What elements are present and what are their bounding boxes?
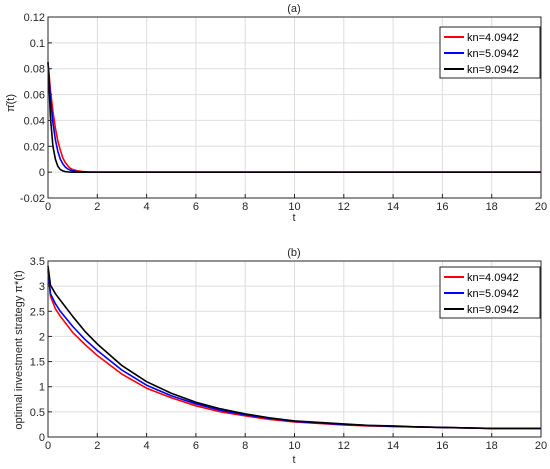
chart-b-x-tick-label-1: 2 [94,440,100,452]
chart-a-y-tick-label-4: 0.06 [24,90,45,102]
chart-a-x-tick-label-7: 14 [387,201,399,213]
chart-b-y-tick-label-3: 1.5 [30,357,45,369]
chart-b-x-tick-label-10: 20 [535,440,547,452]
chart-b-title: (b) [287,247,300,259]
chart-a-legend-label-1: kn=5.0942 [467,48,519,60]
chart-a-legend-label-2: kn=9.0942 [467,64,519,76]
chart-b-x-tick-label-8: 16 [436,440,448,452]
chart-b-xlabel: t [292,454,295,466]
chart-b-x-tick-label-2: 4 [144,440,150,452]
chart-a-x-tick-label-2: 4 [144,201,150,213]
chart-b-legend-label-2: kn=9.0942 [467,304,519,316]
chart-b-x-tick-label-7: 14 [387,440,399,452]
chart-b-legend-label-1: kn=5.0942 [467,288,519,300]
chart-a-x-tick-label-0: 0 [45,201,51,213]
chart-b-legend-label-0: kn=4.0942 [467,272,519,284]
chart-panel-b: (b) t optimal investment strategy π*(t) … [13,247,547,466]
chart-b-series-line-2 [47,265,541,430]
chart-b-x-tick-label-6: 12 [338,440,350,452]
chart-b-y-tick-label-0: 0 [39,432,45,444]
chart-b-y-tick-label-2: 1 [39,382,45,394]
chart-a-x-tick-label-3: 6 [193,201,199,213]
chart-a-y-tick-label-6: 0.1 [30,38,45,50]
chart-a-title: (a) [287,3,300,15]
chart-a-x-tick-label-6: 12 [338,201,350,213]
chart-b-x-tick-label-4: 8 [242,440,248,452]
chart-a-legend-label-0: kn=4.0942 [467,32,519,44]
chart-a-x-tick-label-10: 20 [535,201,547,213]
chart-b-y-tick-label-7: 3.5 [30,256,45,268]
chart-a-y-tick-label-2: 0.02 [24,141,45,153]
chart-b-x-tick-label-0: 0 [45,440,51,452]
chart-a-x-tick-label-9: 18 [486,201,498,213]
chart-a-y-tick-label-5: 0.08 [24,64,45,76]
chart-a-y-tick-label-1: 0 [39,167,45,179]
chart-a-x-tick-label-8: 16 [436,201,448,213]
chart-b-ylabel: optimal investment strategy π*(t) [13,270,25,429]
chart-a-y-tick-label-7: 0.12 [24,12,45,24]
chart-panel-a: (a) t π̂(t) 0 2 4 6 8 10 12 14 16 18 20-0.0200.020… [5,3,547,224]
chart-b-x-tick-label-9: 18 [486,440,498,452]
chart-b-y-tick-label-5: 2.5 [30,306,45,318]
chart-a-x-tick-label-4: 8 [242,201,248,213]
chart-b-y-tick-label-4: 2 [39,331,45,343]
chart-a-y-tick-label-3: 0.04 [24,115,45,127]
chart-a-x-tick-label-5: 10 [288,201,300,213]
chart-a-series-line-2 [47,62,541,173]
chart-a-x-tick-label-1: 2 [94,201,100,213]
chart-a-xlabel: t [292,212,295,224]
chart-b-y-tick-label-6: 3 [39,281,45,293]
chart-b-y-tick-label-1: 0.5 [30,407,45,419]
chart-b-x-tick-label-3: 6 [193,440,199,452]
chart-a-y-tick-label-0: -0.02 [20,193,45,205]
chart-a-ylabel: π̂(t) [5,94,17,112]
chart-b-x-tick-label-5: 10 [288,440,300,452]
